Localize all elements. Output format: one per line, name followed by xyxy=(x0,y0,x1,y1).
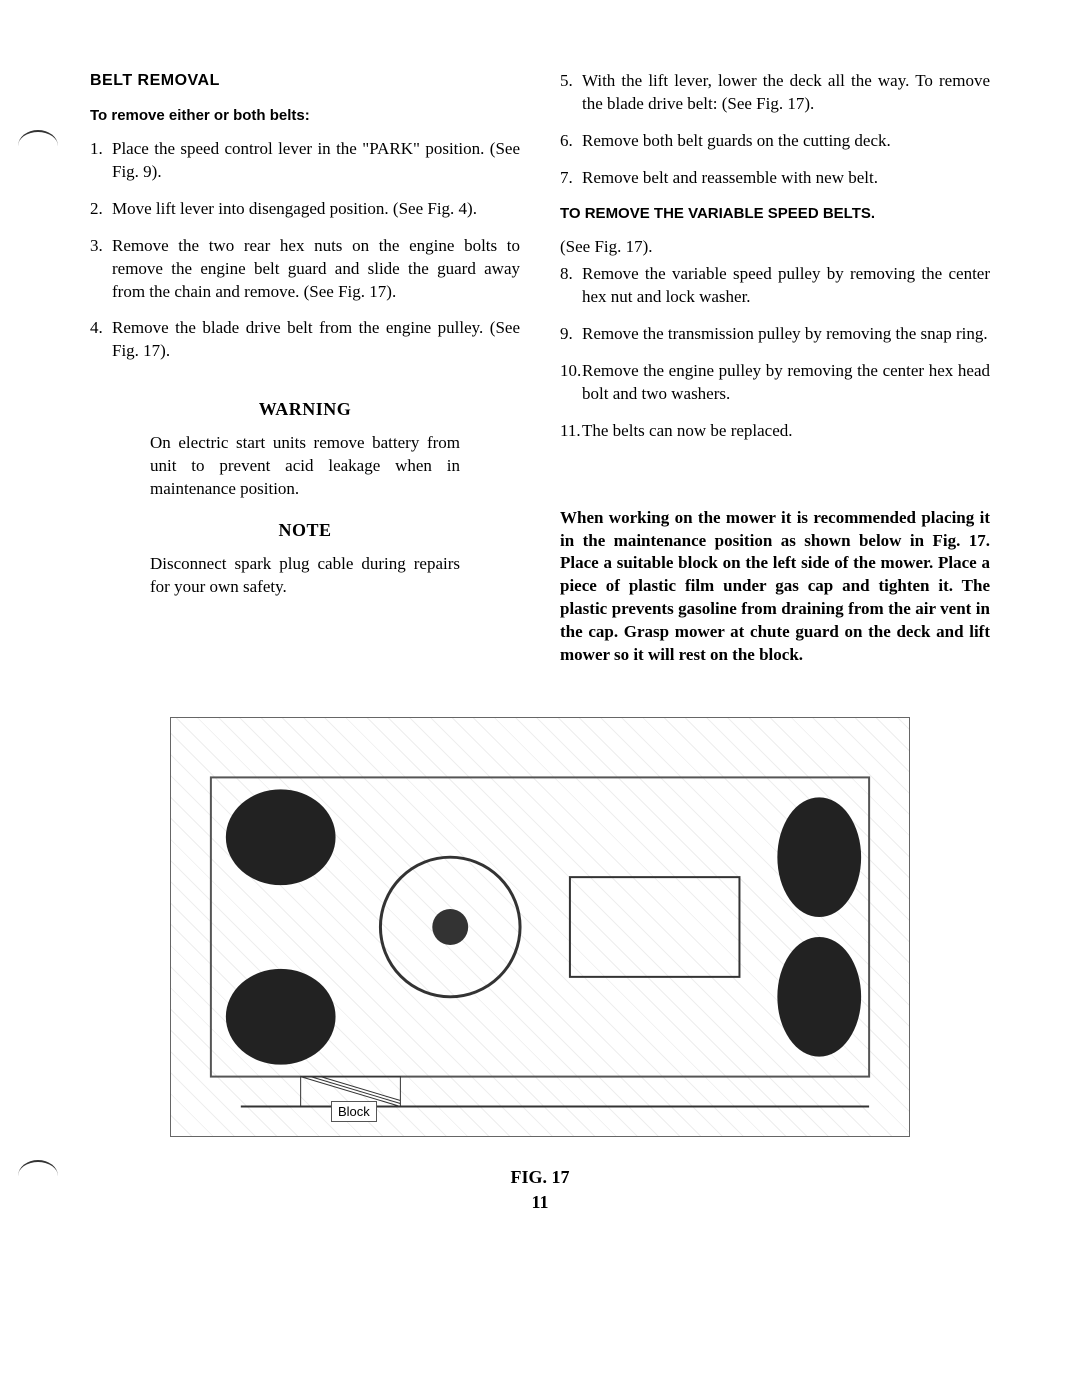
list-item: 1.Place the speed control lever in the "… xyxy=(90,138,520,184)
warning-body: On electric start units remove battery f… xyxy=(150,432,460,501)
two-column-layout: BELT REMOVAL To remove either or both be… xyxy=(90,70,990,667)
list-item: 9.Remove the transmission pulley by remo… xyxy=(560,323,990,346)
note-body: Disconnect spark plug cable during repai… xyxy=(150,553,460,599)
section-heading: BELT REMOVAL xyxy=(90,70,520,92)
note-heading: NOTE xyxy=(150,518,460,542)
list-item: 10.Remove the engine pulley by removing … xyxy=(560,360,990,406)
right-column: 5.With the lift lever, lower the deck al… xyxy=(560,70,990,667)
list-item: 11.The belts can now be replaced. xyxy=(560,420,990,443)
section-subheading: To remove either or both belts: xyxy=(90,106,520,126)
list-item: 6.Remove both belt guards on the cutting… xyxy=(560,130,990,153)
mower-diagram-icon xyxy=(171,717,909,1137)
list-item: 5.With the lift lever, lower the deck al… xyxy=(560,70,990,116)
procedure-list-5to7: 5.With the lift lever, lower the deck al… xyxy=(560,70,990,190)
left-column: BELT REMOVAL To remove either or both be… xyxy=(90,70,520,667)
scan-artifact xyxy=(18,130,58,146)
figure-area: Block FIG. 17 11 xyxy=(90,717,990,1213)
procedure-list-1to4: 1.Place the speed control lever in the "… xyxy=(90,138,520,364)
sub2-heading: TO REMOVE THE VARIABLE SPEED BELTS. xyxy=(560,204,990,224)
figure-caption: FIG. 17 xyxy=(510,1167,569,1188)
list-item: 7.Remove belt and reassemble with new be… xyxy=(560,167,990,190)
warning-heading: WARNING xyxy=(150,397,460,421)
maintenance-paragraph: When working on the mower it is recommen… xyxy=(560,507,990,668)
list-item: 2.Move lift lever into disengaged positi… xyxy=(90,198,520,221)
page-number: 11 xyxy=(531,1192,548,1213)
list-item: 8.Remove the variable speed pulley by re… xyxy=(560,263,990,309)
warning-block: WARNING On electric start units remove b… xyxy=(150,397,460,598)
procedure-list-8to11: 8.Remove the variable speed pulley by re… xyxy=(560,263,990,443)
list-item: 4.Remove the blade drive belt from the e… xyxy=(90,317,520,363)
figure-17-illustration: Block xyxy=(170,717,910,1137)
scan-artifact xyxy=(18,1160,58,1176)
see-fig-ref: (See Fig. 17). xyxy=(560,236,990,259)
list-item: 3.Remove the two rear hex nuts on the en… xyxy=(90,235,520,304)
figure-block-label: Block xyxy=(331,1101,377,1122)
